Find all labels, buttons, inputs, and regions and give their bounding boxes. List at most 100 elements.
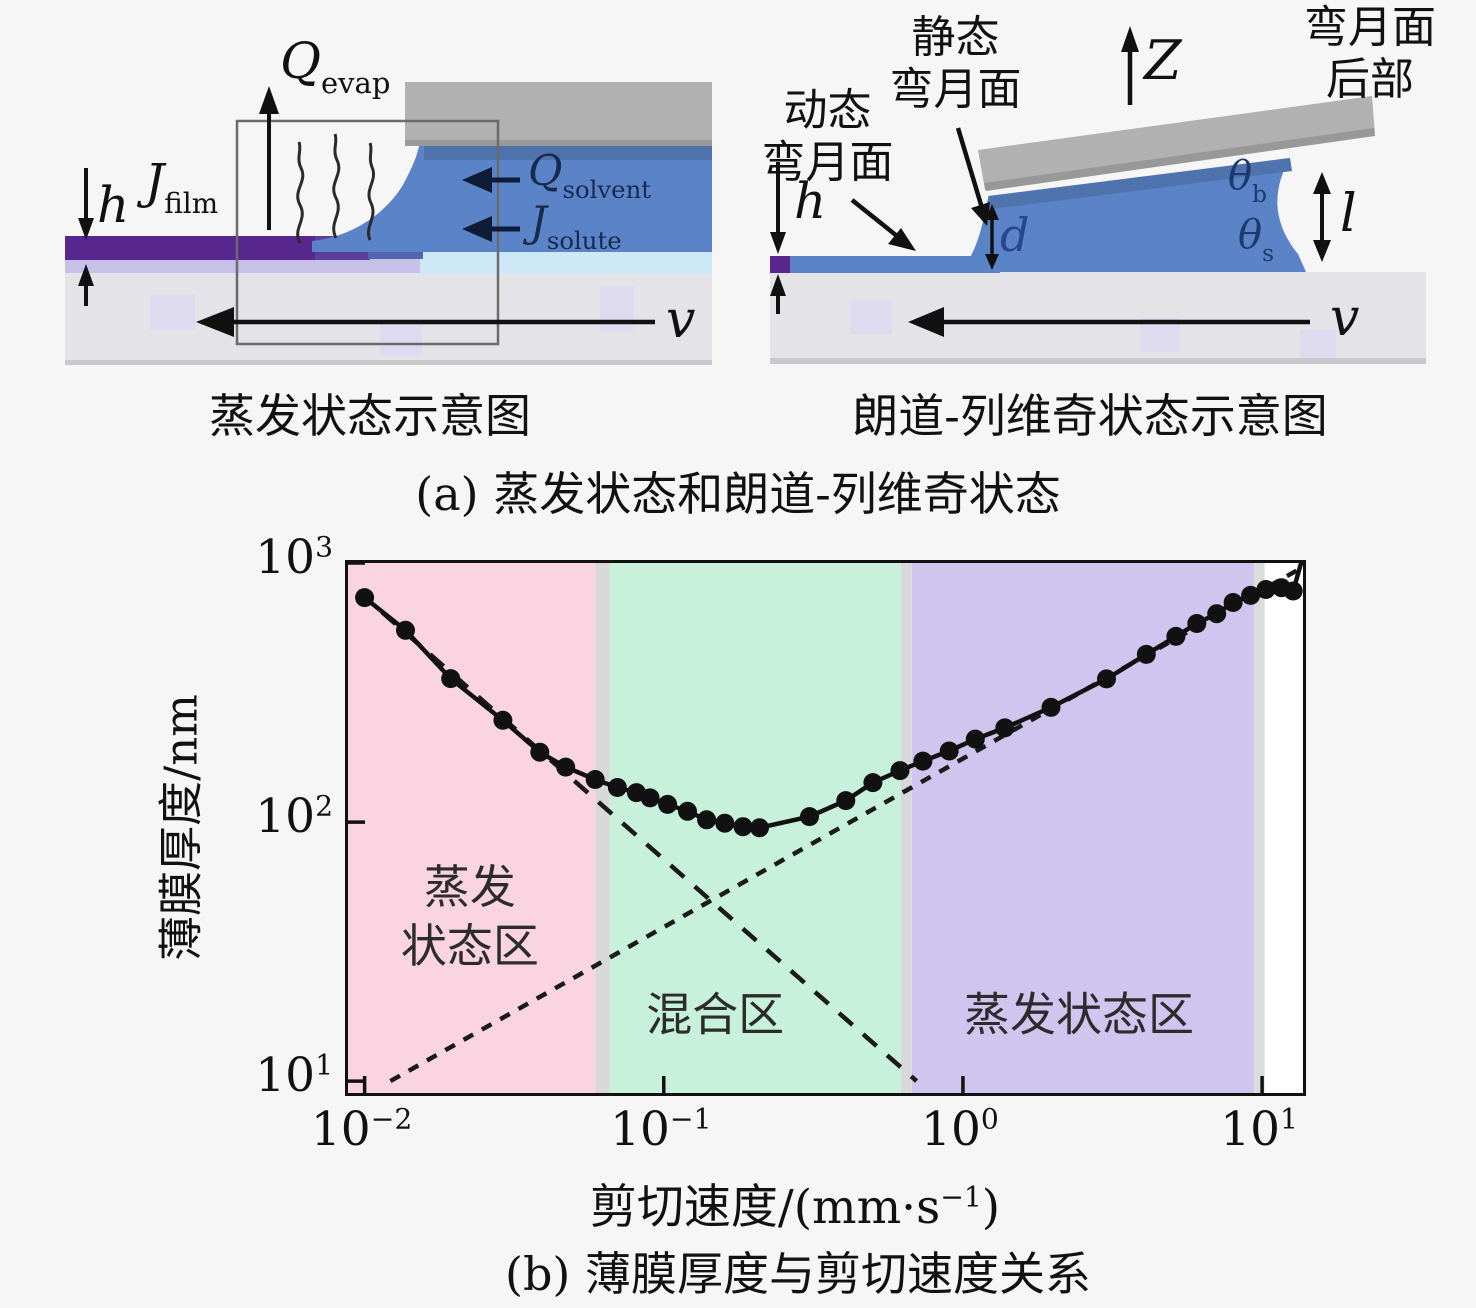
landau-levich-diagram-caption: 朗道-列维奇状态示意图	[852, 389, 1328, 443]
data-point	[355, 588, 375, 608]
q-solvent-arrow	[462, 167, 520, 193]
band-gap-3	[1254, 563, 1265, 1093]
data-point	[556, 757, 576, 777]
precursor-layer	[65, 257, 430, 273]
inspection-box	[235, 119, 500, 346]
h-arrows	[770, 162, 786, 314]
blade	[405, 82, 712, 146]
data-point	[493, 710, 513, 730]
data-point	[1256, 580, 1276, 599]
dynamic-meniscus-arrow	[850, 198, 916, 251]
l-arrow	[1313, 172, 1331, 262]
band-gap-2	[900, 563, 912, 1093]
data-point	[1223, 593, 1243, 612]
wet-film	[770, 256, 1000, 273]
light-blue-layer	[420, 252, 712, 274]
h-arrows	[78, 168, 94, 306]
y-tick-label: 101	[255, 1048, 333, 1104]
static-meniscus-label: 静态 弯月面	[889, 12, 1022, 115]
h-label: h	[794, 172, 827, 230]
data-point	[1041, 697, 1061, 717]
band-right-margin	[1264, 563, 1303, 1093]
landau-levich-diagram: 动态 弯月面 静态 弯月面 弯月面 后部 Z h d θb θs l v 朗道-列维奇…	[740, 0, 1476, 445]
data-point	[733, 817, 753, 837]
data-point	[1097, 669, 1116, 689]
data-point	[658, 794, 678, 814]
x-tick-label: 10−1	[610, 1102, 712, 1157]
j-solute-label: Jsolute	[530, 197, 622, 256]
vapor-squiggles	[296, 133, 375, 244]
q-solvent-label: Qsolvent	[528, 146, 652, 205]
dashed-evaporation-branch	[356, 589, 919, 1083]
data-point	[585, 770, 605, 789]
data-point	[530, 742, 550, 762]
data-point	[1136, 644, 1156, 664]
data-point	[836, 791, 856, 811]
data-point	[1166, 626, 1186, 646]
y-axis-label: 薄膜厚度/nm	[154, 694, 208, 961]
evaporation-diagram: Qevap Jfilm h Qsolvent Jsolute v 蒸发状态示意图	[0, 0, 740, 445]
z-arrow	[1121, 26, 1139, 105]
z-label: Z	[1144, 29, 1182, 92]
film-thickness-chart	[345, 560, 1306, 1096]
data-point	[715, 813, 735, 833]
caption-b: (b) 薄膜厚度与剪切速度关系	[505, 1247, 1091, 1301]
q-evap-label: Qevap	[280, 32, 391, 100]
dynamic-meniscus-label: 动态 弯月面	[761, 85, 894, 188]
evaporation-zone-label: 蒸发 状态区	[400, 859, 539, 973]
data-point	[1283, 581, 1303, 601]
evaporation-diagram-art	[65, 82, 712, 365]
data-point	[863, 773, 883, 793]
d-arrow	[985, 204, 999, 270]
data-point	[890, 761, 910, 781]
mixed-zone-label: 混合区	[646, 987, 785, 1042]
band-landau-levich-zone	[911, 563, 1255, 1093]
landau-levich-zone-label: 蒸发状态区	[963, 987, 1194, 1042]
liquid-body	[960, 158, 1306, 272]
d-label: d	[1000, 208, 1030, 262]
data-point	[965, 729, 985, 749]
x-axis-label: 剪切速度/(mm·s−1)	[589, 1180, 1001, 1235]
y-tick-label: 102	[255, 789, 333, 845]
v-label: v	[1330, 288, 1360, 348]
x-tick-label: 10−2	[310, 1102, 413, 1157]
data-point	[607, 778, 627, 797]
data-point	[995, 718, 1015, 738]
liquid-meniscus	[312, 146, 712, 252]
theta-s-label: θs	[1238, 212, 1274, 267]
data-point	[1241, 585, 1261, 605]
j-film-label: Jfilm	[145, 154, 219, 220]
theta-b-label: θb	[1228, 153, 1267, 208]
x-tick-label: 101	[1220, 1102, 1298, 1157]
v-arrow	[908, 307, 1310, 337]
v-label: v	[666, 290, 696, 350]
meniscus-back-label: 弯月面 后部	[1304, 2, 1436, 105]
q-evap-arrow	[259, 86, 279, 230]
data-point	[697, 810, 717, 830]
data-point	[396, 620, 415, 640]
band-gap-1	[595, 563, 610, 1093]
j-solute-arrow	[462, 216, 520, 242]
deposited-film	[65, 236, 320, 260]
data-point	[939, 741, 959, 761]
data-point	[800, 807, 819, 827]
landau-levich-diagram-art	[770, 26, 1426, 364]
caption-a: (a) 蒸发状态和朗道-列维奇状态	[415, 467, 1061, 521]
v-arrow	[196, 307, 655, 337]
h-label: h	[97, 176, 130, 234]
data-point	[750, 818, 769, 838]
evaporation-diagram-caption: 蒸发状态示意图	[209, 389, 531, 443]
y-tick-label: 103	[255, 530, 333, 585]
data-point	[1207, 604, 1227, 624]
data-point	[1187, 614, 1207, 633]
data-point	[678, 801, 697, 821]
data-point	[640, 788, 660, 808]
band-evaporation-zone	[348, 563, 596, 1093]
data-point	[913, 751, 933, 771]
data-point	[441, 669, 461, 689]
blade	[978, 96, 1375, 190]
dried-film-edge	[770, 256, 790, 273]
x-tick-label: 100	[921, 1102, 999, 1157]
l-label: l	[1340, 184, 1357, 244]
